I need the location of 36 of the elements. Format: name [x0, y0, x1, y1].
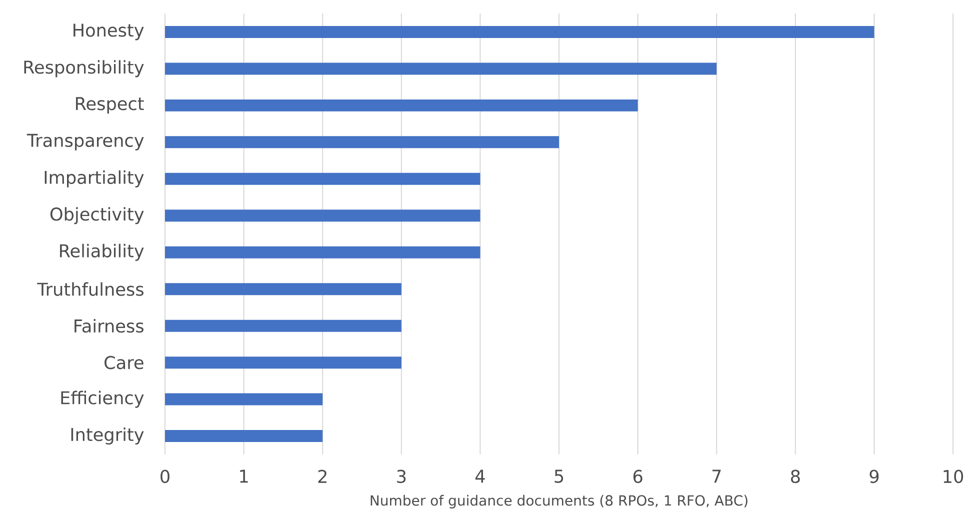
y-tick-label: Respect: [76, 97, 144, 114]
bar: [165, 136, 560, 148]
x-tick-label: 3: [397, 470, 406, 484]
bar: [165, 430, 323, 442]
bar: [165, 210, 480, 222]
x-tick-label: 5: [554, 470, 564, 483]
y-tick-label: Reliability: [60, 244, 144, 261]
x-tick-label: 4: [475, 470, 485, 483]
bar: [165, 356, 402, 369]
bar: [165, 393, 323, 406]
bar: [165, 283, 402, 296]
x-tick-label: 6: [633, 470, 642, 484]
x-axis-title: Number of guidance documents (8 RPOs, 1 RFO, ABC): [370, 494, 748, 508]
bar: [165, 62, 717, 75]
bar: [165, 246, 480, 258]
y-tick-label: Impartiality: [44, 170, 144, 188]
x-tick-label: 9: [870, 470, 879, 484]
y-tick-label: Integrity: [71, 428, 144, 445]
bar: [165, 320, 402, 332]
x-tick-label: 1: [240, 470, 248, 483]
y-tick-label: Transparency: [26, 134, 144, 150]
y-tick-label: Responsibility: [24, 60, 144, 78]
y-tick-label: Care: [104, 356, 144, 370]
bar: [165, 172, 480, 185]
x-tick-label: 8: [791, 470, 800, 484]
y-tick-label: Honesty: [74, 24, 144, 40]
y-tick-label: Fairness: [74, 319, 144, 333]
y-tick-label: Efficiency: [61, 390, 144, 408]
x-tick-label: 10: [944, 470, 964, 484]
x-tick-label: 7: [712, 470, 721, 483]
bar: [165, 99, 638, 112]
y-tick-label: Truthfulness: [37, 282, 144, 296]
bar: [165, 26, 874, 38]
x-tick-label: 2: [318, 470, 326, 483]
x-tick-label: 0: [160, 470, 170, 484]
y-tick-label: Objectivity: [50, 207, 144, 224]
